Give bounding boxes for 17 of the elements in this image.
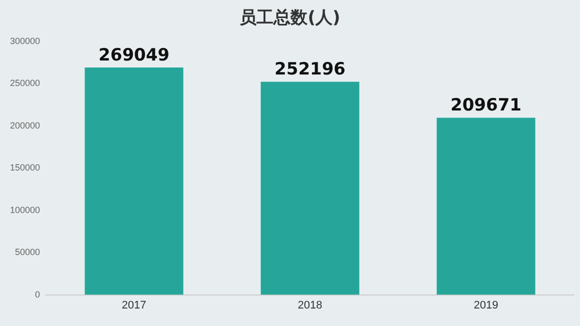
y-tick-label: 0 — [35, 289, 40, 300]
y-tick-label: 300000 — [10, 36, 40, 46]
x-tick-label: 2019 — [474, 299, 498, 312]
chart-title: 员工总数(人) — [238, 7, 342, 29]
y-tick-label: 250000 — [10, 78, 40, 88]
y-tick-label: 100000 — [10, 204, 40, 215]
y-tick-label: 150000 — [10, 162, 40, 173]
data-label: 209671 — [450, 96, 522, 116]
x-tick-label: 2017 — [122, 299, 146, 312]
data-label: 269049 — [98, 45, 170, 66]
y-tick-label: 50000 — [15, 247, 40, 258]
bar — [436, 118, 536, 295]
bar — [84, 68, 184, 295]
x-tick-label: 2018 — [298, 299, 322, 312]
bar — [260, 82, 360, 295]
data-label: 252196 — [274, 60, 346, 80]
y-tick-label: 200000 — [10, 120, 40, 130]
